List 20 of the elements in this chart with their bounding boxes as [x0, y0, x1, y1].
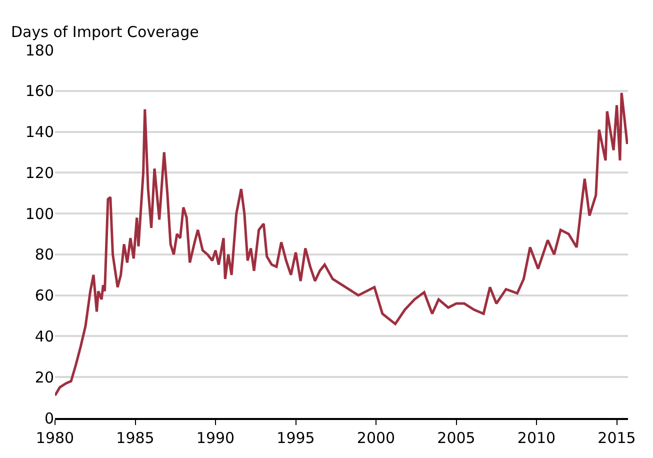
x-tick-label: 1995 [276, 429, 315, 447]
y-tick-label: 20 [34, 368, 54, 386]
y-tick-label: 60 [34, 286, 54, 305]
y-tick-label: 180 [25, 41, 54, 60]
y-axis-title: Days of Import Coverage [11, 23, 199, 41]
line-series [55, 92, 628, 397]
y-tick-label: 40 [34, 327, 54, 346]
y-tick-label: 160 [25, 82, 54, 100]
x-tick-label: 2000 [356, 429, 396, 447]
y-tick-label: 100 [25, 204, 54, 223]
x-tick-label: 1980 [36, 429, 74, 447]
y-tick-label: 80 [34, 246, 54, 264]
x-tick-label: 1985 [116, 429, 154, 447]
x-tick-label: 2005 [437, 429, 476, 447]
x-tick-label: 2015 [598, 429, 636, 447]
x-tick-label: 2010 [517, 429, 556, 447]
y-tick-label: 0 [44, 409, 54, 428]
x-tick-label: 1990 [196, 429, 235, 447]
y-tick-label: 140 [25, 123, 54, 142]
y-tick-label: 120 [25, 164, 54, 182]
